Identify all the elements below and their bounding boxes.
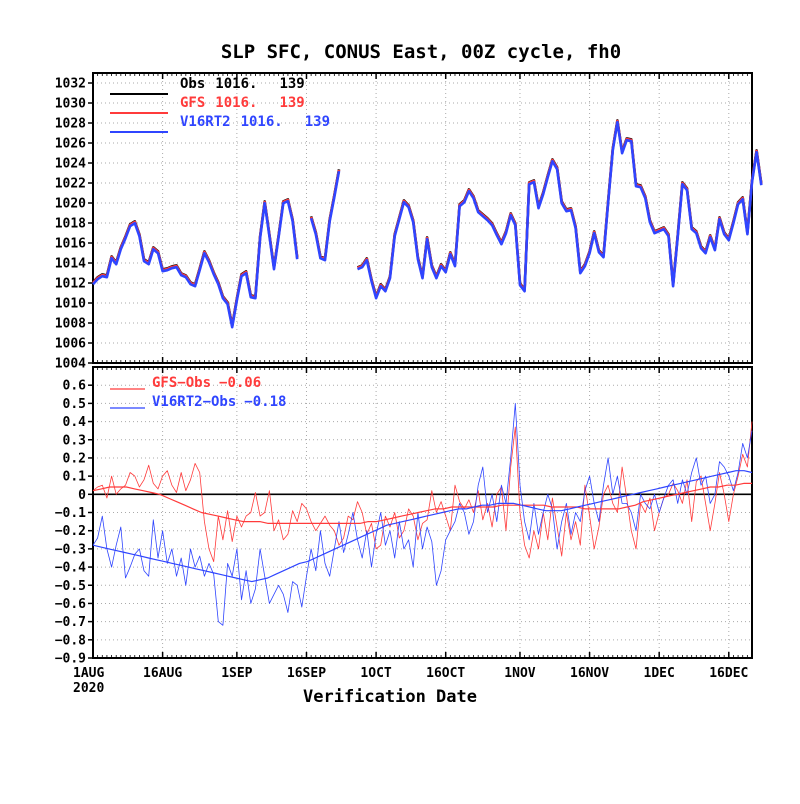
x-tick-label: 1AUG xyxy=(73,666,104,681)
y-tick-label: 0.6 xyxy=(63,379,87,394)
y-tick-label: 1012 xyxy=(55,277,86,292)
chart-title: SLP SFC, CONUS East, 00Z cycle, fh0 xyxy=(221,41,621,63)
legend-name: V16RT2 xyxy=(180,114,231,130)
y-tick-label: 0.1 xyxy=(63,470,87,485)
legend-stat: −0.06 xyxy=(219,375,261,391)
y-tick-label: −0.5 xyxy=(55,579,86,594)
y-tick-label: −0.6 xyxy=(55,597,86,612)
legend-stat: 1016. xyxy=(215,76,257,92)
legend-count: 139 xyxy=(305,114,330,130)
y-tick-label: 1004 xyxy=(55,357,86,372)
series-line-v16rt2-obs-mean xyxy=(92,470,753,583)
y-tick-label: 1016 xyxy=(55,237,86,252)
top-panel: 1004 1006 1008 1010 1012 1014 1016 1018 1020 1022… xyxy=(55,72,763,372)
y-tick-label: 1008 xyxy=(55,317,86,332)
x-tick-label: 1OCT xyxy=(360,666,391,681)
x-tick-label: 16NOV xyxy=(570,666,609,681)
series-line-v16rt2 xyxy=(309,170,341,262)
series-line-gfs-obs xyxy=(92,421,753,562)
y-tick-label: −0.1 xyxy=(55,506,86,521)
y-tick-label: −0.4 xyxy=(55,561,86,576)
plot-frame xyxy=(92,72,753,364)
legend-entry-obs: Obs 1016. 139 xyxy=(180,76,305,92)
legend-count: 139 xyxy=(279,95,304,111)
y-tick-label: 1030 xyxy=(55,97,86,112)
y-tick-label: 1014 xyxy=(55,257,86,272)
y-tick-label: 1006 xyxy=(55,337,86,352)
legend-stat: 1016. xyxy=(215,95,257,111)
y-tick-label: 1032 xyxy=(55,77,86,92)
y-tick-label: 1010 xyxy=(55,297,86,312)
x-tick-label: 1NOV xyxy=(504,666,535,681)
y-tick-label: 1022 xyxy=(55,177,86,192)
year-label: 2020 xyxy=(73,681,104,696)
y-tick-label: 0 xyxy=(78,488,86,503)
x-tick-label: 1DEC xyxy=(644,666,675,681)
y-tick-label: −0.2 xyxy=(55,524,86,539)
plot-frame xyxy=(92,366,753,659)
legend-stat: 1016. xyxy=(241,114,283,130)
y-tick-label: −0.8 xyxy=(55,633,86,648)
legend-stat: −0.18 xyxy=(244,394,286,410)
x-tick-label: 1SEP xyxy=(221,666,252,681)
x-axis-title: Verification Date xyxy=(303,687,477,707)
y-tick-label: −0.3 xyxy=(55,542,86,557)
series-line-v16rt2-obs xyxy=(92,403,753,626)
legend-name: GFS−Obs xyxy=(152,375,211,391)
y-tick-label: 0.2 xyxy=(63,451,86,466)
series-line-gfs-obs-mean xyxy=(92,482,752,524)
legend-entry-gfs: GFS 1016. 139 xyxy=(180,95,305,111)
legend-entry-v16rt2-obs: V16RT2−Obs −0.18 xyxy=(152,394,286,410)
y-tick-label: 1024 xyxy=(55,157,86,172)
legend-name: Obs xyxy=(180,76,205,92)
y-tick-label: −0.7 xyxy=(55,615,86,630)
x-tick-label: 16AUG xyxy=(143,666,182,681)
y-tick-label: 1028 xyxy=(55,117,86,132)
series-line-v16rt2 xyxy=(356,120,763,300)
bottom-panel: −0.9 −0.8 −0.7 −0.6 −0.5 −0.4 −0.3 −0.2 −0.1 0 0.1… xyxy=(55,366,753,667)
y-tick-label: 0.3 xyxy=(63,433,86,448)
y-tick-label: 1018 xyxy=(55,217,86,232)
legend-entry-v16rt2: V16RT2 1016. 139 xyxy=(180,114,330,130)
x-tick-label: 16DEC xyxy=(709,666,748,681)
y-tick-label: 0.5 xyxy=(63,397,86,412)
legend-name: V16RT2−Obs xyxy=(152,394,236,410)
series-line-v16rt2 xyxy=(92,199,299,329)
x-tick-label: 16SEP xyxy=(287,666,326,681)
y-tick-label: −0.9 xyxy=(55,652,86,667)
y-tick-label: 0.4 xyxy=(63,415,87,430)
y-tick-label: 1026 xyxy=(55,137,86,152)
legend-entry-gfs-obs: GFS−Obs −0.06 xyxy=(152,375,261,391)
y-tick-label: 1020 xyxy=(55,197,86,212)
legend-count: 139 xyxy=(279,76,304,92)
x-tick-label: 16OCT xyxy=(426,666,465,681)
legend-name: GFS xyxy=(180,95,205,111)
